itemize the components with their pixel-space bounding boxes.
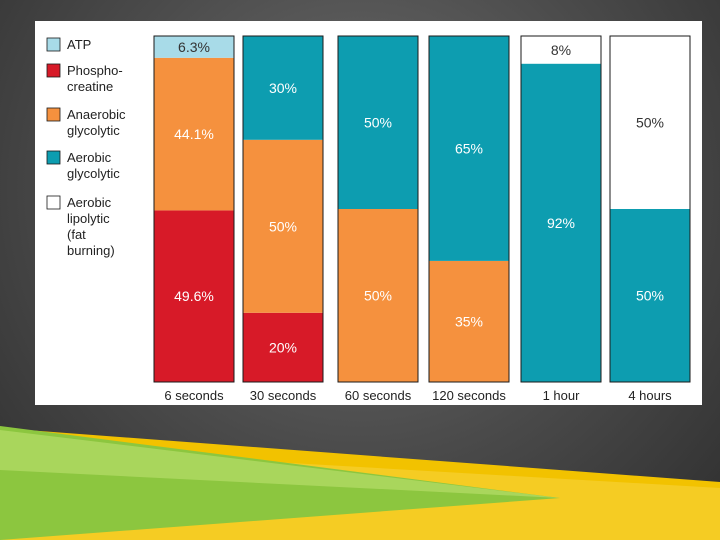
bar-6-seconds: 49.6% 44.1% 6.3% — [153, 35, 235, 383]
data-label-aerobic-glycolytic-4-hours: 50% — [636, 288, 664, 304]
legend-item-atp: ATP — [46, 37, 91, 52]
segment-aerobic-lipolytic-fat-burning-4-hours — [610, 36, 690, 209]
slide-accent-green-light — [0, 430, 560, 498]
segment-anaerobic-glycolytic-120-seconds — [429, 260, 509, 382]
legend-label-aerobic-lipolytic-fat-burning: lipolytic — [67, 211, 110, 226]
data-label-aerobic-glycolytic-60-seconds: 50% — [364, 115, 392, 131]
segment-aerobic-glycolytic-1-hour — [521, 63, 601, 383]
segment-aerobic-glycolytic-30-seconds — [243, 36, 323, 140]
legend-item-phospho-creatine: Phospho-creatine — [46, 63, 123, 94]
bar-outline-6-seconds — [153, 35, 235, 383]
legend-label-aerobic-lipolytic-fat-burning: (fat — [67, 227, 86, 242]
category-label-30-seconds: 30 seconds — [250, 388, 317, 403]
legend-swatch-phospho-creatine — [46, 63, 61, 78]
bar-30-seconds: 20% 50% 30% — [242, 35, 324, 383]
data-label-aerobic-glycolytic-30-seconds: 30% — [269, 80, 297, 96]
segment-phospho-creatine-30-seconds — [243, 312, 323, 382]
category-label-60-seconds: 60 seconds — [345, 388, 412, 403]
segment-phospho-creatine-6-seconds — [154, 210, 234, 382]
bar-outline-60-seconds — [337, 35, 419, 383]
data-label-anaerobic-glycolytic-6-seconds: 44.1% — [174, 126, 214, 142]
legend-label-aerobic-lipolytic-fat-burning: Aerobic — [67, 195, 112, 210]
legend-label-aerobic-lipolytic-fat-burning: burning) — [67, 243, 115, 258]
legend: ATPPhospho-creatineAnaerobicglycolyticAe… — [46, 37, 126, 258]
legend-label-phospho-creatine: Phospho- — [67, 63, 123, 78]
bar-60-seconds: 50% 50% — [337, 35, 419, 383]
legend-swatch-aerobic-glycolytic — [46, 150, 61, 165]
legend-label-atp: ATP — [67, 37, 91, 52]
category-labels: 6 seconds 30 seconds 60 seconds 120 seconds… — [164, 388, 672, 403]
segment-aerobic-glycolytic-4-hours — [610, 209, 690, 382]
legend-label-aerobic-glycolytic: Aerobic — [67, 150, 112, 165]
data-label-anaerobic-glycolytic-120-seconds: 35% — [455, 313, 483, 329]
data-label-aerobic-glycolytic-120-seconds: 65% — [455, 140, 483, 156]
bar-4-hours: 50% 50% — [609, 35, 691, 383]
bar-outline-4-hours — [609, 35, 691, 383]
category-label-1-hour: 1 hour — [543, 388, 581, 403]
bar-outline-120-seconds — [428, 35, 510, 383]
legend-swatch-atp — [46, 37, 61, 52]
segment-aerobic-lipolytic-fat-burning-1-hour — [521, 36, 601, 64]
segment-atp-6-seconds — [154, 36, 234, 58]
bar-1-hour: 92% 8% — [520, 35, 602, 383]
legend-swatch-anaerobic-glycolytic — [46, 107, 61, 122]
legend-label-anaerobic-glycolytic: glycolytic — [67, 123, 120, 138]
data-label-aerobic-lipolytic-fat-burning-1-hour: 8% — [551, 42, 571, 58]
legend-swatch-aerobic-lipolytic-fat-burning — [46, 195, 61, 210]
segment-anaerobic-glycolytic-6-seconds — [154, 57, 234, 211]
data-label-anaerobic-glycolytic-60-seconds: 50% — [364, 288, 392, 304]
segment-anaerobic-glycolytic-60-seconds — [338, 209, 418, 382]
data-label-aerobic-glycolytic-1-hour: 92% — [547, 215, 575, 231]
segment-aerobic-glycolytic-120-seconds — [429, 36, 509, 261]
category-label-4-hours: 4 hours — [628, 388, 672, 403]
data-label-aerobic-lipolytic-fat-burning-4-hours: 50% — [636, 115, 664, 131]
data-label-anaerobic-glycolytic-30-seconds: 50% — [269, 218, 297, 234]
stacked-bar-chart: ATPPhospho-creatineAnaerobicglycolyticAe… — [46, 35, 691, 403]
bar-120-seconds: 35% 65% — [428, 35, 510, 383]
bar-outline-1-hour — [520, 35, 602, 383]
data-label-atp-6-seconds: 6.3% — [178, 39, 210, 55]
legend-label-anaerobic-glycolytic: Anaerobic — [67, 107, 126, 122]
legend-label-phospho-creatine: creatine — [67, 79, 113, 94]
category-label-120-seconds: 120 seconds — [432, 388, 506, 403]
bar-outline-30-seconds — [242, 35, 324, 383]
bars: 49.6% 44.1% 6.3% 20% 50% 30% 50% 50% 35% 65% 92% 8%… — [153, 35, 691, 383]
chart-panel: ATP Phospho-creatine Anaerobic glycolytic Ae… — [35, 21, 702, 405]
data-label-phospho-creatine-30-seconds: 20% — [269, 339, 297, 355]
segment-anaerobic-glycolytic-30-seconds — [243, 139, 323, 313]
category-label-6-seconds: 6 seconds — [164, 388, 224, 403]
data-label-phospho-creatine-6-seconds: 49.6% — [174, 288, 214, 304]
segment-aerobic-glycolytic-60-seconds — [338, 36, 418, 209]
legend-label-aerobic-glycolytic: glycolytic — [67, 166, 120, 181]
